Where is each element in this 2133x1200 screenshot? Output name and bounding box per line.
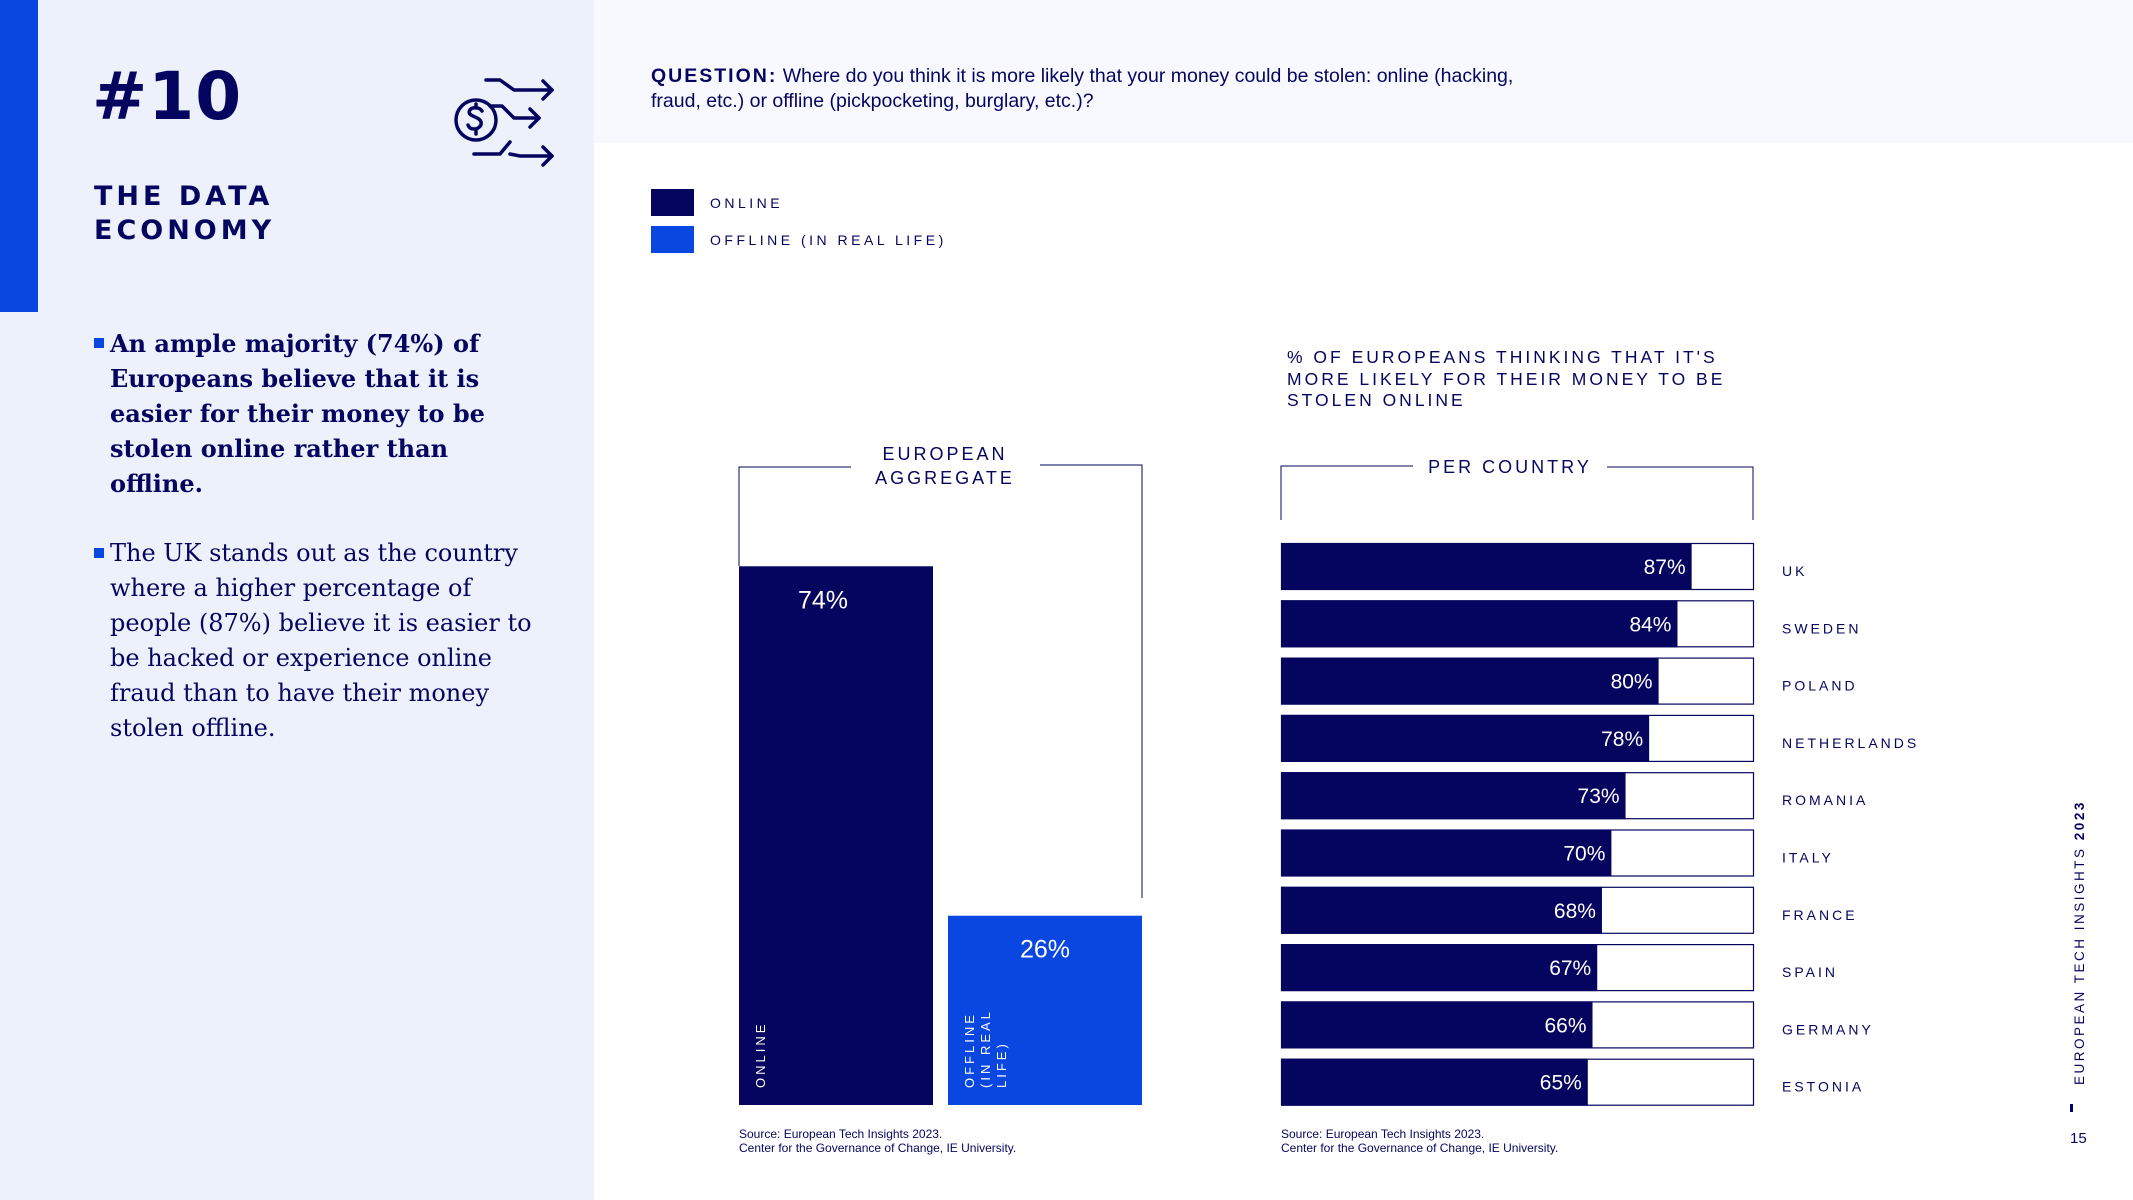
country-bar xyxy=(1281,714,1650,762)
country-bar xyxy=(1281,829,1612,877)
country-value-label: 65% xyxy=(1540,1072,1582,1095)
page-number: 15 xyxy=(2070,1130,2087,1147)
question-label: QUESTION: xyxy=(651,65,778,87)
country-bracket-left xyxy=(1280,465,1413,520)
country-chart-heading: % OF EUROPEANS THINKING THAT IT'S MORE L… xyxy=(1287,347,1726,410)
aggregate-value-label: 26% xyxy=(1020,936,1070,964)
source-line: Center for the Governance of Change, IE … xyxy=(739,1141,1017,1155)
country-category-label: ESTONIA xyxy=(1782,1079,1864,1095)
bullet-text: An ample majority (74%) of Europeans bel… xyxy=(110,329,485,498)
aggregate-category-label: OFFLINE xyxy=(962,1012,977,1088)
country-value-label: 84% xyxy=(1629,613,1671,636)
country-category-label: GERMANY xyxy=(1782,1021,1874,1037)
bullet-marker xyxy=(94,548,104,558)
report-name: EUROPEAN TECH INSIGHTS 2023 xyxy=(2072,800,2087,1085)
aggregate-title-line: AGGREGATE xyxy=(875,468,1015,488)
bullet-text: The UK stands out as the country where a… xyxy=(110,539,532,742)
country-bar xyxy=(1281,600,1678,648)
country-category-label: UK xyxy=(1782,563,1807,579)
country-chart-title: PER COUNTRY xyxy=(1428,457,1592,477)
country-category-label: SPAIN xyxy=(1782,964,1838,980)
legend-swatch-online xyxy=(651,189,694,216)
aggregate-bar xyxy=(739,566,933,1105)
source-line: Source: European Tech Insights 2023. xyxy=(739,1127,943,1141)
aggregate-bracket-left xyxy=(738,466,851,566)
country-bar xyxy=(1281,657,1659,705)
question-band xyxy=(594,0,2133,143)
country-bar xyxy=(1281,886,1602,934)
left-panel xyxy=(0,0,594,1200)
legend: ONLINE OFFLINE (IN REAL LIFE) xyxy=(651,189,947,263)
country-category-label: NETHERLANDS xyxy=(1782,735,1919,751)
legend-item-online: ONLINE xyxy=(651,189,947,216)
legend-swatch-offline xyxy=(651,226,694,253)
aggregate-value-label: 74% xyxy=(798,586,848,614)
aggregate-bar xyxy=(948,915,1142,1105)
source-line: Source: European Tech Insights 2023. xyxy=(1281,1127,1485,1141)
country-bar xyxy=(1281,944,1598,992)
report-name-text: EUROPEAN TECH INSIGHTS xyxy=(2072,846,2087,1085)
bullet-list: An ample majority (74%) of Europeans bel… xyxy=(92,326,542,781)
money-transfer-icon xyxy=(454,78,554,167)
source-line: Center for the Governance of Change, IE … xyxy=(1281,1141,1559,1155)
country-category-label: POLAND xyxy=(1782,678,1858,694)
country-bar xyxy=(1281,1001,1593,1049)
country-category-label: ROMANIA xyxy=(1782,792,1868,808)
legend-item-offline: OFFLINE (IN REAL LIFE) xyxy=(651,226,947,253)
country-value-label: 87% xyxy=(1644,556,1686,579)
question: QUESTION: Where do you think it is more … xyxy=(651,64,1551,114)
country-category-label: SWEDEN xyxy=(1782,620,1861,636)
aggregate-category-label: LIFE) xyxy=(994,1041,1009,1088)
country-bar xyxy=(1281,772,1626,820)
bullet-item: An ample majority (74%) of Europeans bel… xyxy=(92,326,542,501)
country-value-label: 66% xyxy=(1544,1014,1586,1037)
country-bracket-right xyxy=(1607,466,1754,520)
country-value-label: 70% xyxy=(1563,843,1605,866)
country-bar xyxy=(1281,1058,1588,1106)
aggregate-title-line: EUROPEAN xyxy=(882,444,1007,464)
bullet-marker xyxy=(94,338,104,348)
section-number: #10 xyxy=(92,58,243,135)
country-value-label: 67% xyxy=(1549,957,1591,980)
aggregate-category-label: ONLINE xyxy=(753,1022,768,1088)
country-value-label: 78% xyxy=(1601,728,1643,751)
footer-tick xyxy=(2070,1104,2073,1112)
country-bar xyxy=(1281,543,1692,590)
country-value-label: 68% xyxy=(1554,900,1596,923)
bullet-item: The UK stands out as the country where a… xyxy=(92,536,542,746)
country-category-label: FRANCE xyxy=(1782,907,1858,923)
legend-label: ONLINE xyxy=(710,194,784,211)
question-text: Where do you think it is more likely tha… xyxy=(651,65,1514,112)
source-note-country: Source: European Tech Insights 2023. Cen… xyxy=(1281,1127,1558,1155)
country-value-label: 73% xyxy=(1578,785,1620,808)
aggregate-category-label: (IN REAL xyxy=(978,1009,993,1088)
report-year: 2023 xyxy=(2072,800,2087,841)
legend-label: OFFLINE (IN REAL LIFE) xyxy=(710,231,947,248)
country-value-label: 80% xyxy=(1611,671,1653,694)
country-category-label: ITALY xyxy=(1782,850,1834,866)
section-title: THE DATA ECONOMY xyxy=(94,181,276,246)
accent-bar xyxy=(0,0,38,312)
source-note-aggregate: Source: European Tech Insights 2023. Cen… xyxy=(739,1127,1016,1155)
aggregate-bracket-right xyxy=(1040,464,1143,898)
